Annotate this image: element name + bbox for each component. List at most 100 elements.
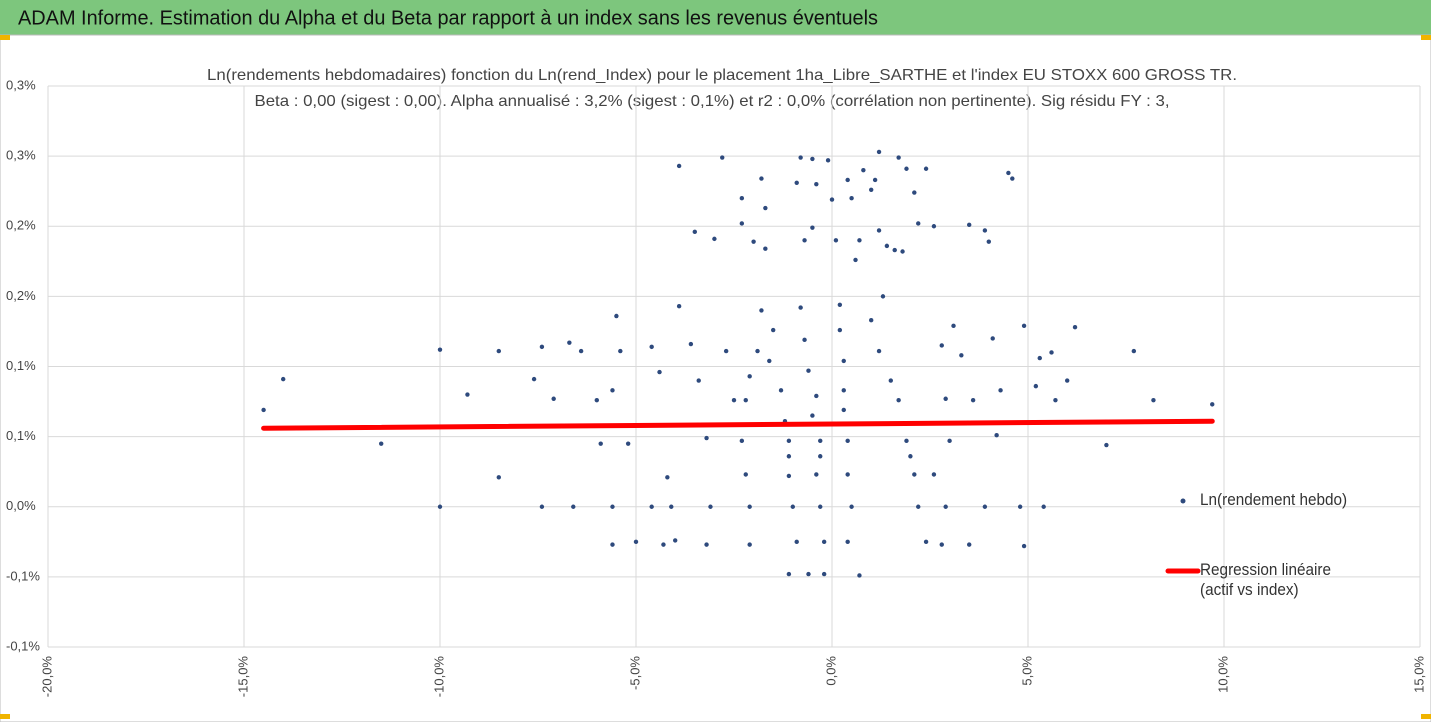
point [496,475,501,480]
point [798,155,803,160]
point [767,358,772,364]
point [625,441,631,446]
point [825,158,831,163]
point [904,438,909,444]
point [649,504,654,509]
point [970,397,976,403]
point [669,504,674,509]
point [841,388,846,393]
corner-mark [0,714,10,719]
point [551,396,556,401]
y-tick-label: -0,1% [6,638,40,653]
point [1131,348,1137,354]
y-tick-label: 0,0% [6,498,36,513]
point [539,504,545,509]
point [892,247,897,253]
point [1010,176,1015,181]
x-tick-label: -10,0% [431,656,446,698]
point [531,376,537,382]
point [723,348,729,354]
point [661,542,666,547]
point [833,238,839,243]
point [704,435,709,441]
point [896,155,901,160]
point [1072,325,1078,330]
point [594,397,599,403]
point [798,305,803,310]
point [649,344,654,350]
point [739,221,745,226]
point [845,177,850,183]
point [802,238,807,243]
point [1210,402,1215,407]
point [1041,504,1046,509]
point [673,538,678,543]
point [786,571,792,577]
point [908,454,913,459]
point [614,313,619,319]
point [912,472,917,477]
point [943,396,948,401]
point [496,348,501,354]
point [857,238,862,243]
point [712,236,717,242]
point [876,149,882,155]
point [904,166,909,171]
point [959,353,964,358]
point [794,180,799,185]
y-tick-label: -0,1% [6,568,40,583]
point [261,407,266,413]
point [578,348,584,354]
point [912,190,917,195]
x-tick-label: 15,0% [1411,656,1426,693]
point [998,388,1003,393]
point [786,438,792,444]
chart-title: Ln(rendements hebdomadaires) fonction du… [207,67,1237,84]
header-bar [0,0,1431,35]
point [437,347,443,352]
legend-marker [1180,498,1186,504]
point [731,397,737,403]
point [931,472,937,477]
point [896,397,901,403]
corner-mark [1421,714,1431,719]
point [818,504,823,509]
point [704,542,709,547]
y-tick-label: 0,1% [6,428,36,443]
point [1053,397,1058,403]
point [853,257,858,263]
point [571,504,576,509]
point [1006,170,1011,176]
point [872,177,878,183]
point [688,341,694,347]
x-tick-label: 0,0% [823,656,838,686]
point [743,472,748,477]
x-tick-label: 5,0% [1019,656,1034,686]
point [465,392,470,397]
point [884,243,890,249]
point [857,573,862,578]
point [567,340,572,345]
legend-label: Ln(rendement hebdo) [1200,490,1348,509]
point [967,222,972,228]
point [845,438,850,444]
point [747,504,752,509]
point [437,504,443,509]
y-tick-label: 0,3% [6,77,36,92]
point [794,539,799,545]
series [261,149,1215,578]
point [806,368,811,373]
point [990,336,995,341]
point [821,539,827,545]
point [1151,397,1156,403]
point [876,348,882,354]
x-tick-label: -5,0% [627,656,642,690]
point [818,438,823,444]
point [665,475,670,480]
point [790,504,795,509]
point [806,571,811,577]
chart-subtitle: Beta : 0,00 (sigest : 0,00). Alpha annua… [255,93,1170,110]
point [1033,383,1039,389]
point [849,196,854,201]
point [743,397,748,403]
